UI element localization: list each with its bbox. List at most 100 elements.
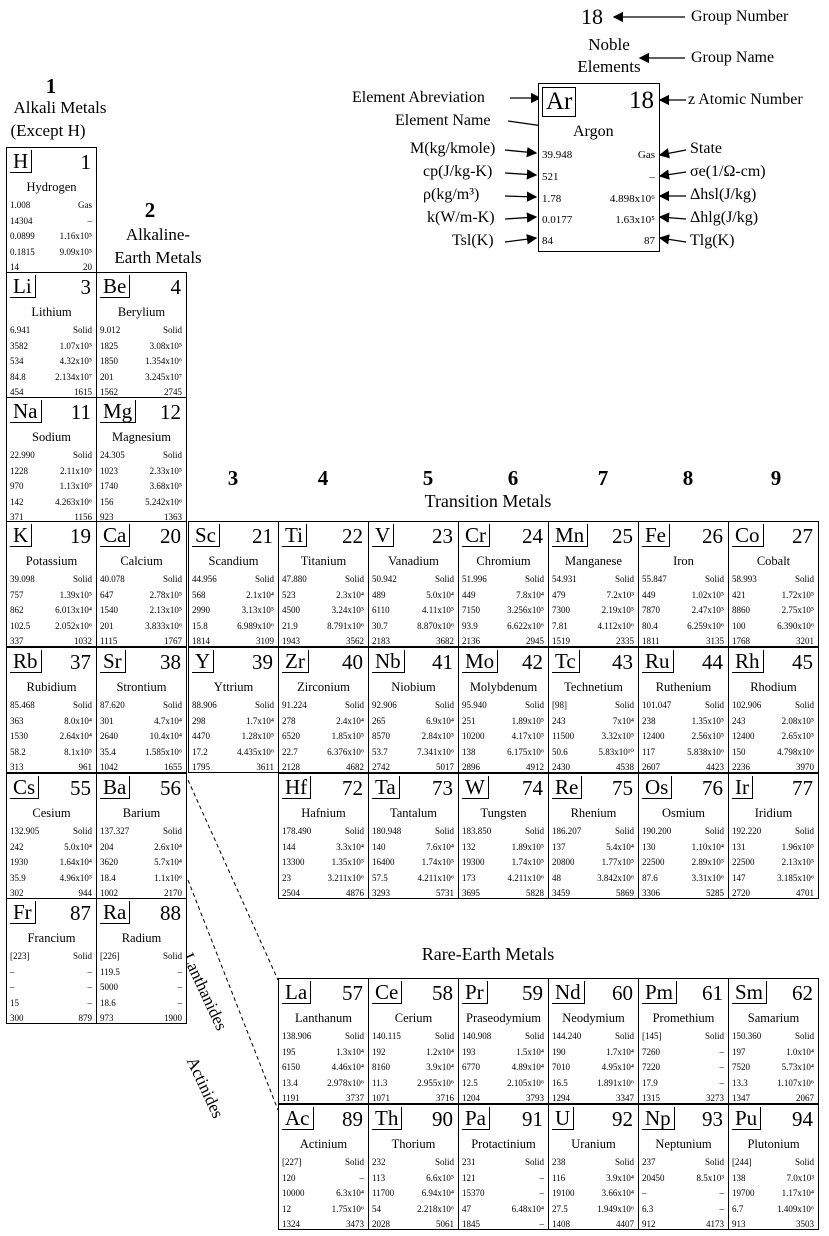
property-right-value: 4.263x10⁶	[55, 496, 92, 507]
property-row: 12400 2.56x10⁵	[642, 730, 724, 742]
property-row: 1540 2.13x10⁵	[100, 604, 182, 616]
property-right-value: 5.7x10⁴	[154, 857, 182, 867]
property-right-value: 3.211x10⁶	[327, 872, 364, 883]
property-row: 18.4 1.1x10⁶	[100, 872, 182, 884]
group-8-number: 8	[682, 466, 694, 490]
property-row: 449 7.8x10⁴	[462, 589, 544, 601]
element-cell-niobium: Nb 41 Niobium 92.906 Solid 265 6.9x10⁴ 8570 2.84…	[368, 647, 459, 773]
property-row: 3620 5.7x10⁴	[100, 856, 182, 868]
property-row: 101.047 Solid	[642, 699, 724, 711]
property-right-value: 2.052x10⁶	[55, 620, 92, 631]
property-left-value: 11.3	[372, 1077, 388, 1088]
property-left-value: 15.8	[192, 620, 208, 631]
property-right-value: 6.622x10⁶	[507, 620, 544, 631]
property-left-value: 40.078	[100, 574, 125, 584]
property-right-value: Solid	[162, 574, 182, 584]
property-row: 58.2 8.1x10⁵	[10, 746, 92, 758]
property-left-value: 3293	[372, 888, 390, 898]
group-6-number: 6	[507, 466, 519, 490]
property-row: 40.078 Solid	[100, 573, 182, 585]
property-right-value: 3737	[346, 1093, 364, 1103]
property-right-value: 1.354x10⁶	[145, 356, 182, 366]
property-left-value: 102.906	[732, 700, 762, 710]
property-left-value: 48	[552, 872, 561, 883]
property-row: 80.4 6.259x10⁶	[642, 620, 724, 632]
atomic-number: 1	[80, 150, 92, 174]
atomic-number: 42	[522, 650, 543, 674]
property-right-value: 4.211x10⁶	[507, 872, 544, 883]
property-row: 54 2.218x10⁶	[372, 1203, 454, 1215]
transition-metals-label: Transition Metals	[424, 491, 552, 511]
property-left-value: 1115	[100, 636, 118, 646]
property-right-value: 961	[78, 762, 93, 772]
property-right-value: 5.73x10⁴	[781, 1062, 814, 1072]
property-right-value: 1.39x10⁵	[59, 589, 92, 600]
property-right-value: 5828	[526, 888, 544, 898]
element-name: Neptunium	[655, 1137, 712, 1151]
property-right-value: Solid	[794, 1157, 814, 1167]
property-right-value: Solid	[524, 700, 544, 710]
property-left-value: 2742	[372, 762, 390, 772]
property-left-value: 144	[282, 841, 296, 852]
property-right-value: Solid	[162, 700, 182, 710]
property-row: 21.9 8.791x10⁶	[282, 620, 364, 632]
property-row: 50.6 5.83x10¹⁰	[552, 746, 634, 758]
element-cell-iron: Fe 26 Iron 55.847 Solid 449 1.02x10⁵ 7870 2.47x1…	[638, 521, 729, 647]
property-right-value: 4.96x10⁵	[59, 872, 92, 883]
element-cell-technetium: Tc 43 Technetium [98] Solid 243 7x10⁴ 11500 3.32…	[548, 647, 639, 773]
property-left-value: 51.996	[462, 574, 487, 584]
element-name: Manganese	[565, 554, 622, 568]
property-left-value: 912	[642, 1219, 656, 1229]
property-row: 51.996 Solid	[462, 573, 544, 585]
property-row: 449 1.02x10⁵	[642, 589, 724, 601]
atomic-number: 90	[432, 1107, 453, 1131]
property-row: 138.906 Solid	[282, 1030, 364, 1042]
element-name: Titanium	[300, 554, 347, 568]
property-right-value: 3347	[616, 1093, 634, 1103]
property-right-value: 3.08x10⁵	[149, 340, 182, 351]
property-right-value: 1.891x10⁶	[597, 1077, 634, 1088]
element-symbol: Cr	[462, 524, 490, 547]
property-right-value: 1.07x10⁵	[59, 340, 92, 351]
element-cell-uranium: U 92 Uranium 238 Solid 116 3.9x10⁴ 19100 3.66x10…	[548, 1104, 639, 1230]
property-left-value: 0.0899	[10, 231, 35, 241]
element-symbol: Cs	[10, 776, 40, 799]
property-left-value: 237	[642, 1157, 656, 1167]
property-left-value: 50.942	[372, 574, 397, 584]
property-right-value: 2067	[796, 1093, 814, 1103]
property-row: 132 1.89x10⁵	[462, 841, 544, 853]
property-right-value: 6.6x10⁵	[426, 1172, 454, 1183]
property-left-value: 192.220	[732, 826, 762, 836]
property-row: [145] Solid	[642, 1030, 724, 1042]
property-right-value: 5061	[436, 1219, 454, 1229]
property-row: 7520 5.73x10⁴	[732, 1061, 814, 1073]
property-row: 1530 2.64x10⁴	[10, 730, 92, 742]
property-right-value: Solid	[162, 951, 182, 961]
property-right-value: 1.7x10⁴	[606, 1046, 634, 1057]
legend-M-label: M(kg/kmole)	[410, 140, 496, 157]
legend-example-Tlg: 87	[644, 235, 655, 247]
property-row: 44.956 Solid	[192, 573, 274, 585]
element-name: Ruthenium	[655, 680, 712, 694]
property-right-value: 2170	[164, 888, 182, 898]
element-name: Radium	[121, 931, 162, 945]
element-symbol: Co	[732, 524, 764, 547]
property-left-value: 20800	[552, 857, 575, 867]
element-cell-protactinium: Pa 91 Protactinium 231 Solid 121 – 15370 – 47 6.48…	[458, 1104, 549, 1230]
property-right-value: 1.28x10⁵	[241, 731, 274, 741]
property-row: 454 1615	[10, 386, 92, 398]
property-right-value: 5285	[706, 888, 724, 898]
property-row: 85.468 Solid	[10, 699, 92, 711]
legend-cp-label: cp(J/kg-K)	[423, 163, 493, 180]
property-right-value: 2.08x10⁵	[781, 715, 814, 726]
property-row: 2236 3970	[732, 761, 814, 773]
property-row: 1519 2335	[552, 635, 634, 647]
property-left-value: 1002	[100, 888, 118, 898]
property-row: 204 2.6x10⁴	[100, 841, 182, 853]
atomic-number: 22	[342, 524, 363, 548]
property-row: – –	[10, 966, 92, 978]
element-symbol: Sm	[732, 981, 768, 1004]
property-left-value: 201	[100, 371, 114, 382]
property-row: 7150 3.256x10⁵	[462, 604, 544, 616]
element-name: Hafnium	[301, 806, 346, 820]
